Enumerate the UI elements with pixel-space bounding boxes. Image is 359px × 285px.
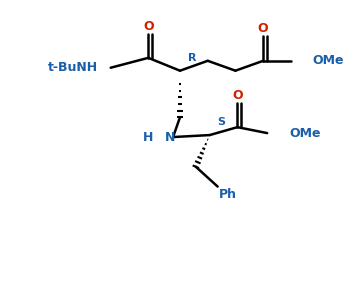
Text: OMe: OMe xyxy=(289,127,321,140)
Text: O: O xyxy=(258,22,269,34)
Text: R: R xyxy=(188,53,196,63)
Text: t-BuNH: t-BuNH xyxy=(48,61,98,74)
Text: N: N xyxy=(165,131,176,144)
Text: O: O xyxy=(143,20,154,33)
Text: S: S xyxy=(218,117,225,127)
Text: Ph: Ph xyxy=(219,188,237,201)
Text: O: O xyxy=(232,89,243,102)
Text: OMe: OMe xyxy=(313,54,344,67)
Text: H: H xyxy=(143,131,153,144)
